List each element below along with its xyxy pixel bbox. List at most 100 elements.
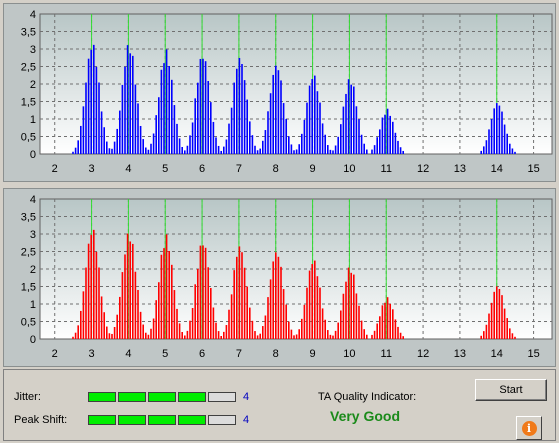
x-tick-label: 3 xyxy=(89,163,95,175)
histogram-bar xyxy=(306,102,308,154)
histogram-bar xyxy=(360,134,363,154)
histogram-bar xyxy=(160,254,163,339)
histogram-bar xyxy=(80,310,82,339)
histogram-bar xyxy=(480,150,482,154)
x-tick-label: 4 xyxy=(125,163,131,175)
histogram-bar xyxy=(288,321,290,339)
y-tick-label: 2,5 xyxy=(21,247,36,259)
x-tick-label: 14 xyxy=(491,163,503,175)
histogram-bar xyxy=(191,308,194,339)
histogram-bar xyxy=(85,82,87,154)
histogram-bar xyxy=(264,315,267,339)
histogram-bar xyxy=(152,133,155,154)
histogram-bar xyxy=(181,146,183,154)
y-tick-label: 0,5 xyxy=(21,317,36,329)
histogram-bar xyxy=(189,135,191,154)
histogram-bar xyxy=(282,289,285,339)
histogram-bar xyxy=(228,123,230,154)
histogram-bar xyxy=(376,137,378,154)
histogram-bar xyxy=(220,336,222,339)
histogram-bar xyxy=(108,148,111,154)
histogram-bar xyxy=(176,123,178,154)
histogram-bar xyxy=(228,309,230,339)
histogram-bar xyxy=(498,288,501,339)
histogram-bar xyxy=(111,333,113,339)
histogram-bar xyxy=(93,229,95,339)
histogram-bar xyxy=(493,108,495,154)
histogram-bar xyxy=(254,145,256,154)
histogram-bar xyxy=(98,267,100,339)
histogram-bar xyxy=(145,332,147,339)
info-button[interactable]: i xyxy=(516,416,542,440)
y-tick-label: 3,5 xyxy=(21,212,36,224)
histogram-bar xyxy=(251,135,254,154)
histogram-bar xyxy=(77,325,79,339)
histogram-bar xyxy=(316,276,319,339)
bottom-histogram-chart: 0 0,5 1 1,5 2 2,5 3 3,5 4 2 3 4 5 6 7 8 9 10 11 12 13 14 15 xyxy=(21,194,553,360)
histogram-bar xyxy=(311,264,313,339)
y-tick-label: 1,5 xyxy=(21,97,36,109)
start-button[interactable]: Start xyxy=(475,379,547,401)
histogram-bar xyxy=(155,115,157,154)
histogram-bar xyxy=(332,150,334,154)
histogram-bar xyxy=(181,331,183,339)
histogram-bar xyxy=(204,247,207,339)
histogram-bar xyxy=(402,336,404,339)
histogram-bar xyxy=(106,141,108,154)
histogram-bar xyxy=(342,106,345,154)
histogram-bar xyxy=(186,145,189,154)
histogram-bar xyxy=(483,331,485,339)
histogram-bar xyxy=(392,309,394,339)
peak-shift-value: 4 xyxy=(243,414,250,426)
histogram-bar xyxy=(347,267,350,339)
histogram-bar xyxy=(108,333,111,339)
histogram-bar xyxy=(165,234,168,339)
y-tick-label: 0 xyxy=(30,334,36,346)
histogram-bar xyxy=(303,304,306,339)
histogram-bar xyxy=(256,335,259,339)
info-icon: i xyxy=(521,420,537,436)
histogram-bar xyxy=(137,289,139,339)
histogram-bar xyxy=(267,111,269,154)
histogram-bar xyxy=(243,80,246,154)
histogram-bar xyxy=(116,128,118,154)
histogram-bar xyxy=(249,307,251,339)
histogram-bar xyxy=(373,145,376,154)
histogram-bar xyxy=(225,139,228,154)
peak-shift-meter-segment xyxy=(178,415,206,425)
histogram-bar xyxy=(202,58,204,154)
histogram-bar xyxy=(262,140,264,154)
histogram-bar xyxy=(230,294,233,339)
peak-shift-meter-segment xyxy=(208,415,236,425)
histogram-bar xyxy=(488,313,490,339)
histogram-bar xyxy=(490,119,493,154)
histogram-bar xyxy=(85,267,87,339)
histogram-bar xyxy=(290,144,293,154)
histogram-bar xyxy=(386,108,389,154)
histogram-bar xyxy=(168,250,170,339)
histogram-bar xyxy=(95,66,98,154)
histogram-bar xyxy=(230,107,233,154)
histogram-bar xyxy=(488,129,490,154)
histogram-bar xyxy=(82,291,85,339)
peak-shift-meter-segment xyxy=(148,415,176,425)
histogram-bar xyxy=(165,49,168,154)
histogram-bar xyxy=(223,331,225,339)
histogram-bar xyxy=(496,286,498,339)
histogram-bar xyxy=(142,139,144,154)
jitter-meter-segment xyxy=(148,392,176,402)
histogram-bar xyxy=(150,143,152,154)
histogram-bar xyxy=(345,93,347,154)
histogram-bar xyxy=(384,302,386,339)
histogram-bar xyxy=(506,318,508,339)
histogram-bar xyxy=(210,102,212,154)
histogram-bar xyxy=(207,81,209,154)
histogram-bar xyxy=(90,234,92,339)
histogram-bar xyxy=(163,248,165,339)
histogram-bar xyxy=(506,133,508,154)
histogram-bar xyxy=(381,305,384,339)
histogram-bar xyxy=(243,267,246,339)
jitter-meter xyxy=(88,392,236,402)
histogram-bar xyxy=(124,66,126,154)
histogram-bar xyxy=(158,97,160,154)
